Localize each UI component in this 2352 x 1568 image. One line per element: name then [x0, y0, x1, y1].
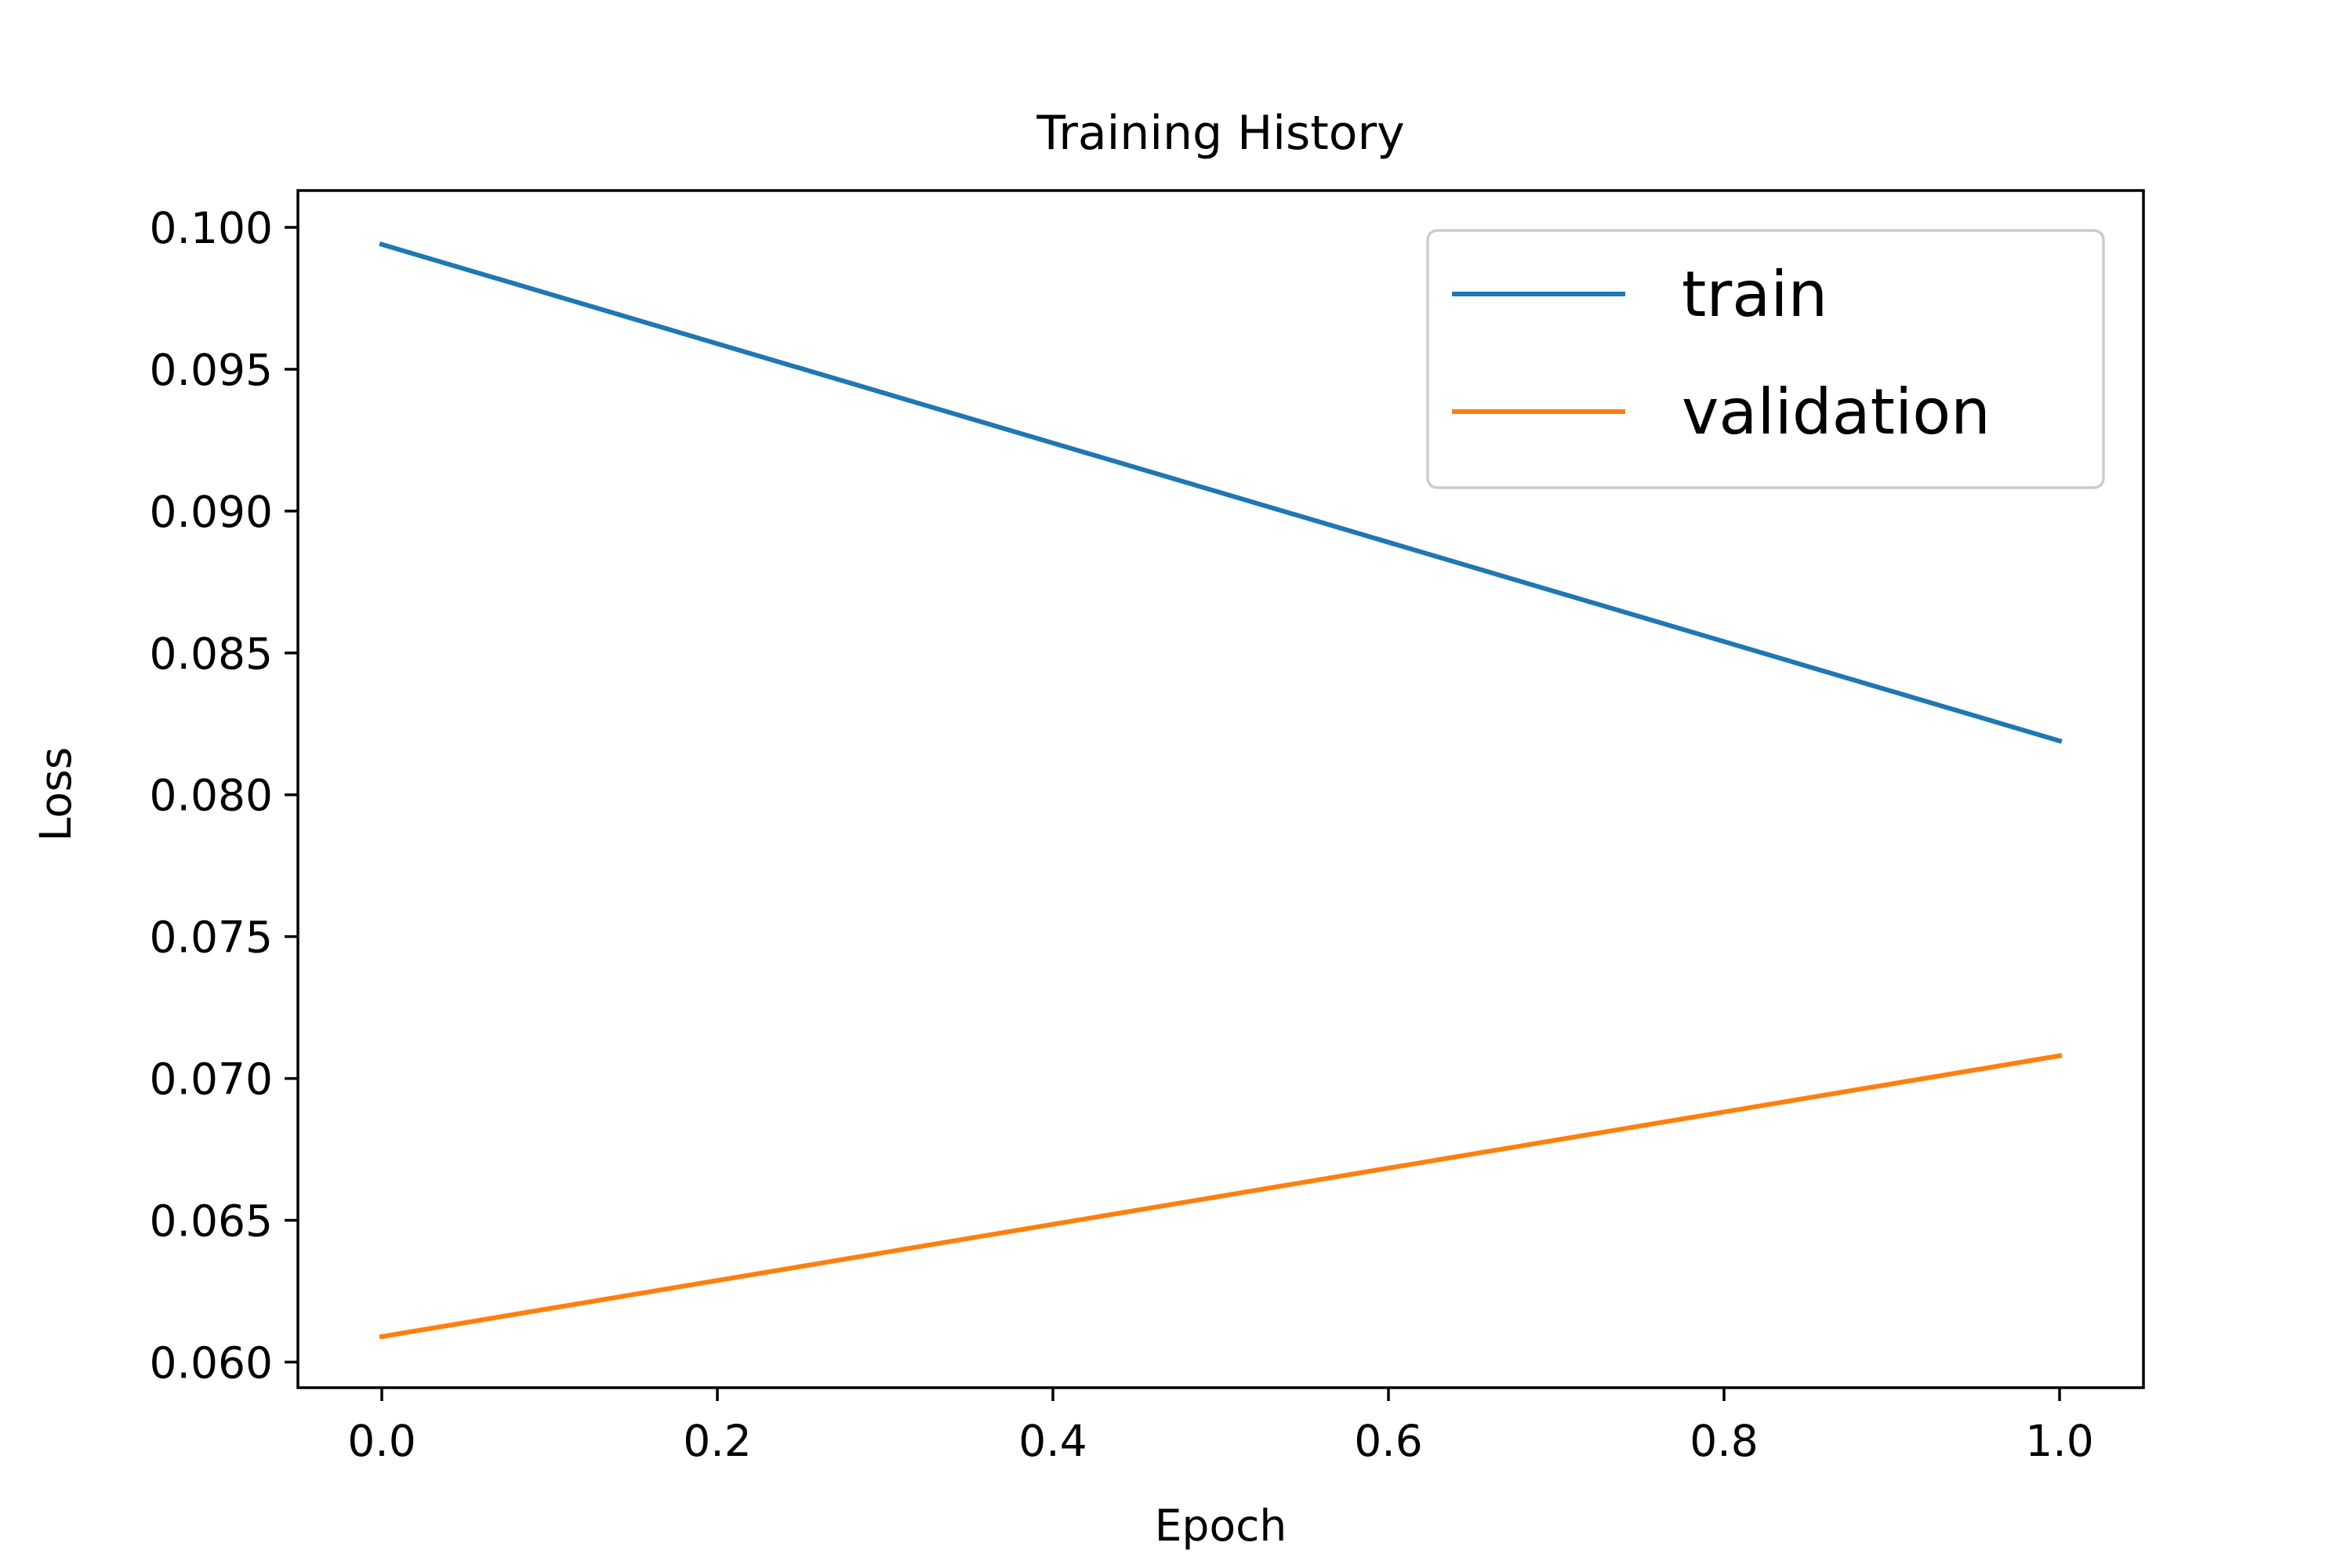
series-layer	[379, 241, 2063, 1340]
y-tick-label: 0.070	[150, 1054, 273, 1105]
series-line-train	[379, 241, 2063, 744]
x-axis-ticks: 0.0 0.2 0.4 0.6 0.8 1.0	[347, 1388, 2094, 1466]
series-line-validation	[379, 1053, 2063, 1340]
x-tick-label: 1.0	[2025, 1416, 2093, 1466]
y-tick-label: 0.100	[150, 203, 273, 253]
y-tick-label: 0.095	[150, 345, 273, 395]
y-tick-label: 0.080	[150, 771, 273, 821]
x-tick-label: 0.2	[683, 1416, 751, 1466]
y-axis-label: Loss	[31, 747, 81, 842]
y-tick-label: 0.065	[150, 1196, 273, 1247]
legend-label-validation: validation	[1682, 376, 1991, 448]
plot-area-frame	[296, 189, 2145, 1389]
x-tick-label: 0.8	[1690, 1416, 1758, 1466]
chart-title: Training History	[1036, 106, 1404, 161]
y-axis-ticks: 0.060 0.065 0.070 0.075 0.080 0.085 0.090 0.095…	[150, 203, 298, 1388]
x-axis-label: Epoch	[1155, 1501, 1287, 1551]
x-tick-label: 0.0	[347, 1416, 416, 1466]
x-tick-label: 0.4	[1018, 1416, 1087, 1466]
legend-label-train: train	[1682, 258, 1828, 331]
y-tick-label: 0.085	[150, 629, 273, 679]
y-tick-label: 0.060	[150, 1338, 273, 1388]
y-tick-label: 0.075	[150, 913, 273, 963]
x-tick-label: 0.6	[1354, 1416, 1422, 1466]
y-tick-label: 0.090	[150, 487, 273, 537]
legend: train validation	[1426, 229, 2105, 489]
